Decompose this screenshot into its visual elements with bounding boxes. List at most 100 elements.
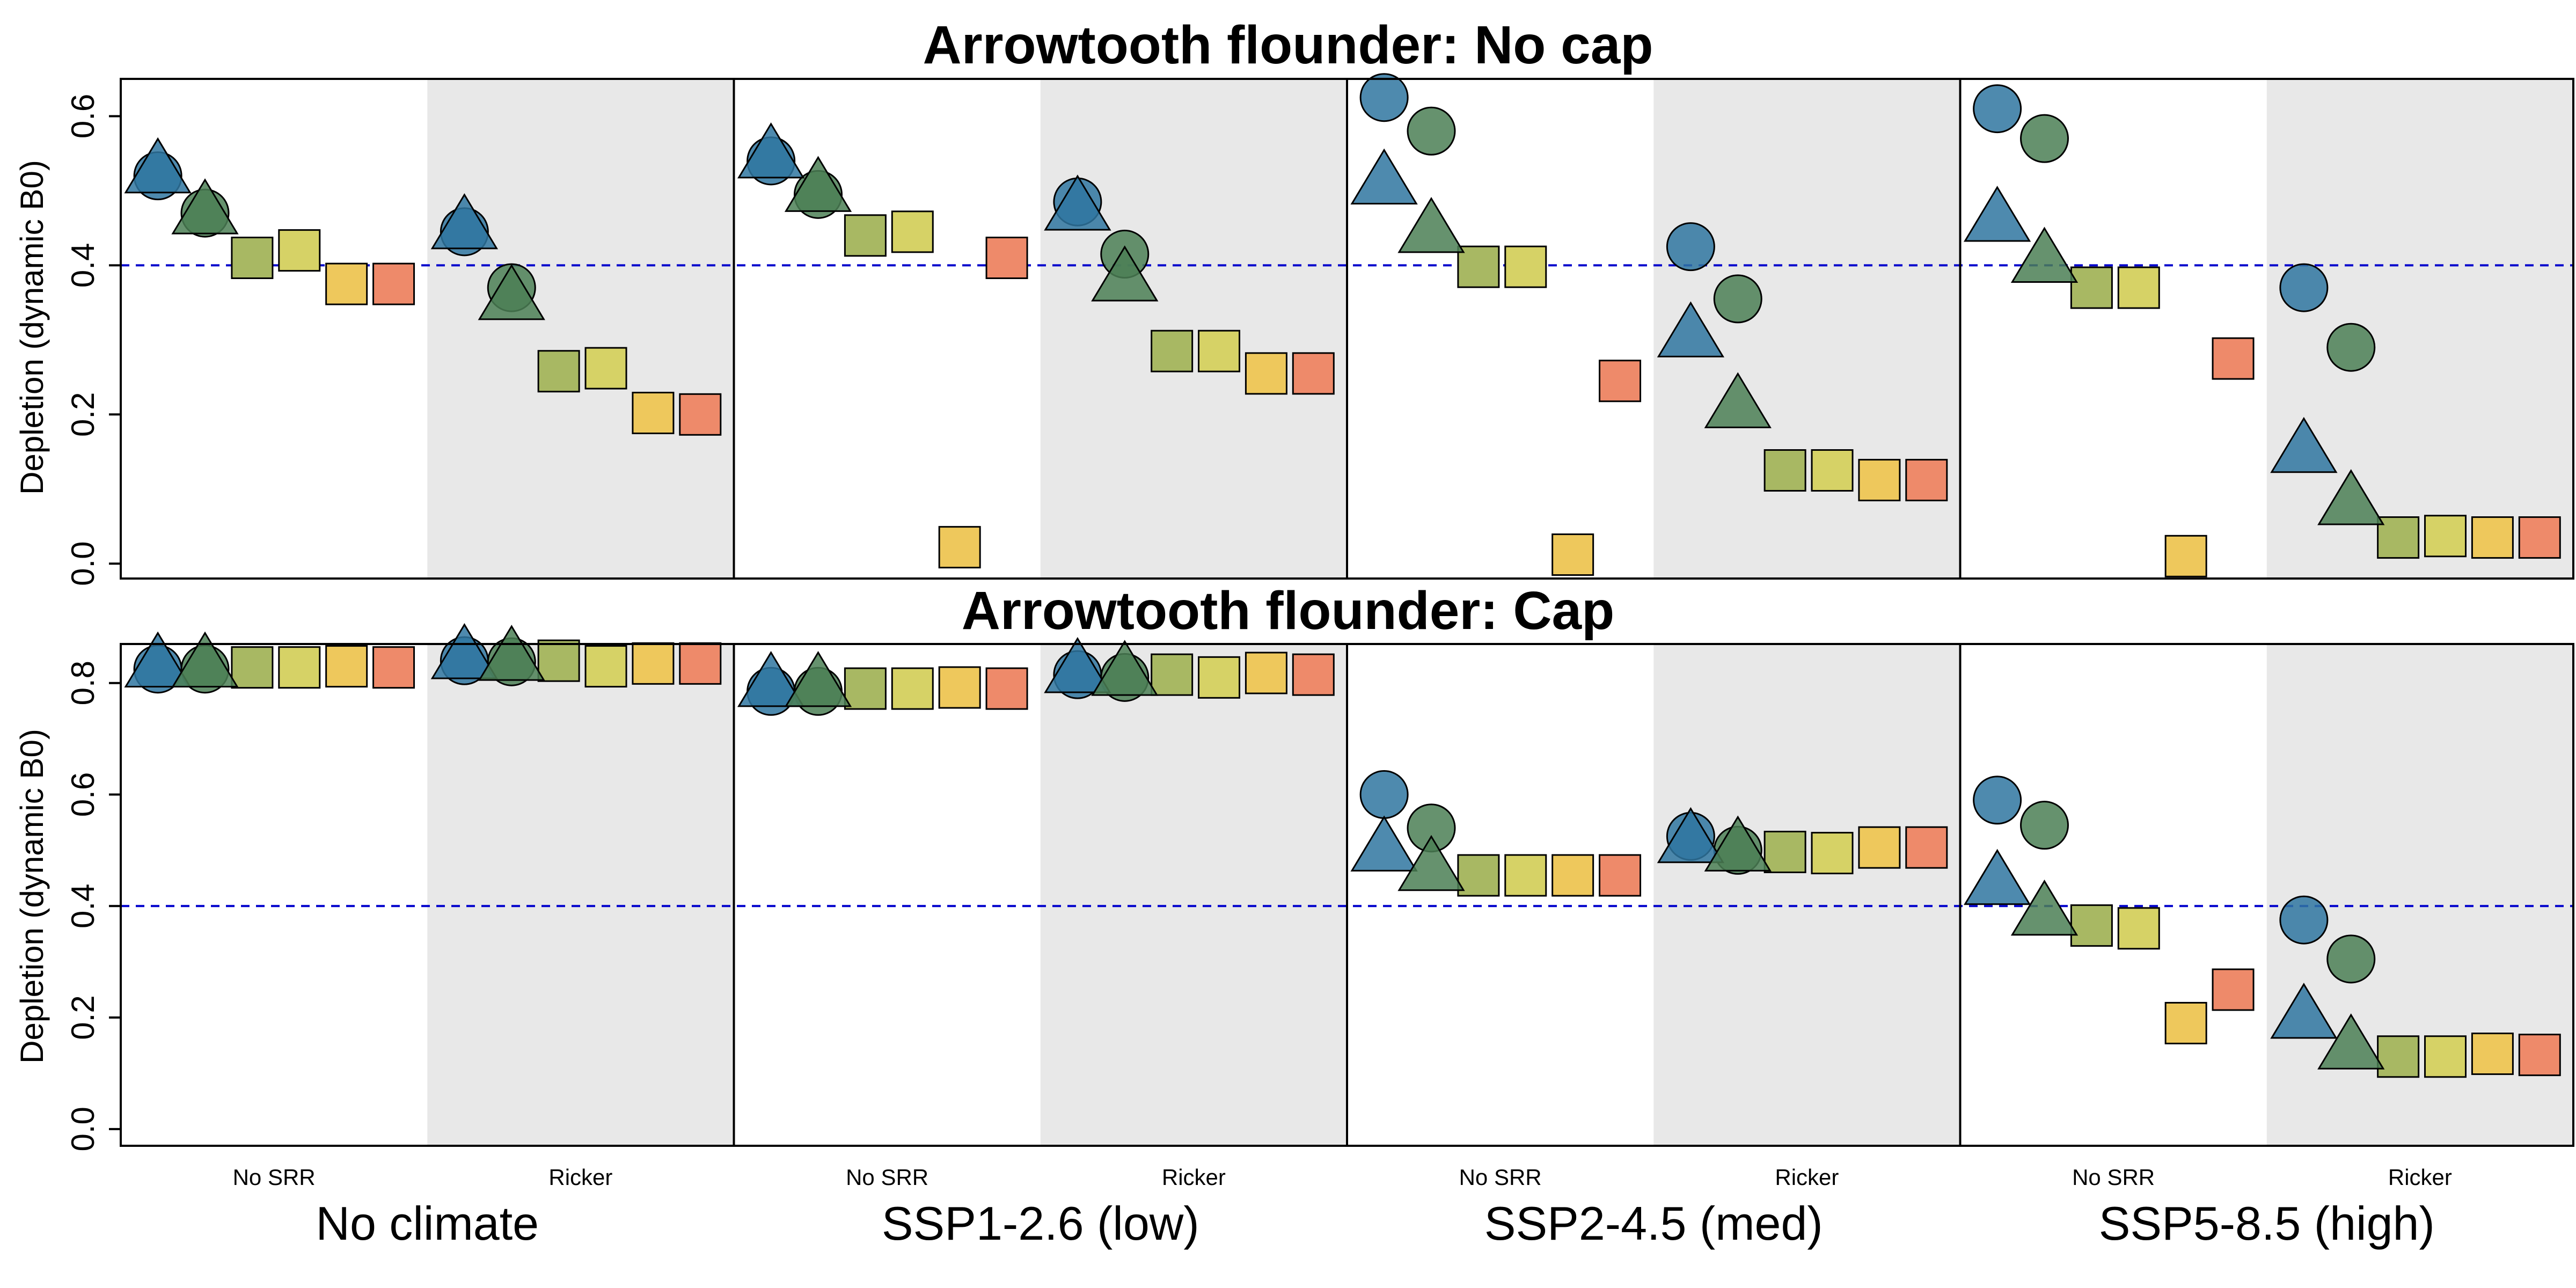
square-point [1457,854,1500,897]
square-point [372,262,415,305]
triangle-point [1657,301,1725,357]
square-point [1292,653,1335,696]
square-point [938,526,981,569]
panel-title: Arrowtooth flounder: Cap [962,581,1615,641]
y-tick-label: 0.4 [65,243,101,288]
triangle-point [1963,186,2031,242]
triangle-point [1397,835,1465,891]
square-point [537,639,580,682]
triangle-point [1704,815,1772,872]
circle-point [1973,84,2022,134]
triangle-point [124,137,192,194]
triangle-point [430,193,499,250]
square-point [231,236,274,279]
square-point [584,645,627,688]
srr-label: No SRR [1459,1165,1542,1190]
square-point [2424,515,2467,558]
srr-label: Ricker [1775,1165,1839,1190]
y-tick-label: 0.8 [65,661,101,705]
panel-title: Arrowtooth flounder: No cap [923,15,1653,75]
scenario-label: SSP1-2.6 (low) [882,1197,1199,1250]
panel-no-cap: 0.0 0.2 0.4 0.6 Arrowtooth flounder: No cap… [14,15,2574,586]
triangle-point [1963,848,2031,905]
square-point [985,236,1028,279]
square-point [844,214,887,257]
square-point [1245,652,1287,694]
triangle-point [2317,1013,2385,1070]
triangle-point [1350,148,1418,205]
square-point [1763,449,1806,492]
square-point [2518,516,2561,559]
triangle-point [1350,815,1418,872]
srr-label: No SRR [846,1165,928,1190]
square-point [584,347,627,390]
square-point [2117,907,2160,950]
triangle-point [1657,807,1725,863]
square-point [1905,459,1948,502]
square-point [1198,330,1241,372]
square-point [1858,459,1901,502]
ricker-background [2266,79,2573,579]
circle-point [1359,73,1409,122]
plot-frame [120,78,2574,580]
triangle-point [1044,637,1111,693]
triangle-point [2270,983,2338,1039]
square-point [679,642,722,685]
square-point [844,667,887,710]
square-point [938,666,981,709]
triangle-point [2317,469,2385,525]
square-point [2164,535,2207,577]
circle-point [2279,895,2329,945]
srr-label: Ricker [1162,1165,1226,1190]
srr-label: No SRR [2072,1165,2155,1190]
square-point [891,210,934,253]
square-point [2377,1035,2420,1078]
square-point [891,667,934,710]
srr-label: Ricker [548,1165,612,1190]
triangle-point [737,122,805,179]
square-point [2424,1035,2467,1078]
triangle-point [2010,879,2079,936]
triangle-point [1704,372,1772,428]
circle-point [1407,106,1456,156]
y-tick-label: 0.6 [65,772,101,817]
triangle-point [1397,196,1465,253]
triangle-point [430,623,499,679]
circle-point [1713,274,1762,324]
square-point [1198,656,1241,699]
circle-point [1666,222,1715,272]
square-point [632,392,675,435]
circle-point [2279,263,2329,312]
square-point [2164,1001,2207,1044]
square-point [632,642,675,685]
square-point [278,646,321,689]
square-point [1905,826,1948,869]
y-axis-label: Depletion (dynamic B0) [14,160,50,495]
square-point [2471,1033,2514,1075]
panel-cap: 0.0 0.2 0.4 0.6 0.8 Arrowtooth flounder: Cap… [14,581,2574,1152]
triangle-point [2010,226,2079,283]
square-point [278,229,321,272]
circle-point [2326,934,2376,984]
square-point [985,667,1028,710]
triangle-point [784,651,852,707]
square-point [1151,330,1194,372]
ricker-background [427,79,734,579]
triangle-point [1044,174,1111,231]
square-point [1151,653,1194,696]
square-point [1504,854,1547,897]
y-tick-label: 0.2 [65,995,101,1040]
plot-frame [120,643,2574,1147]
square-point [1504,245,1547,288]
triangle-point [171,631,239,688]
square-point [1292,352,1335,395]
triangle-point [478,625,545,681]
y-axis-label: Depletion (dynamic B0) [14,729,50,1064]
square-point [2518,1034,2561,1077]
y-tick-label: 0.0 [65,1107,101,1151]
square-point [2070,266,2113,309]
square-point [1763,831,1806,874]
square-point [372,646,415,689]
square-point [1552,854,1594,897]
square-point [325,645,368,688]
